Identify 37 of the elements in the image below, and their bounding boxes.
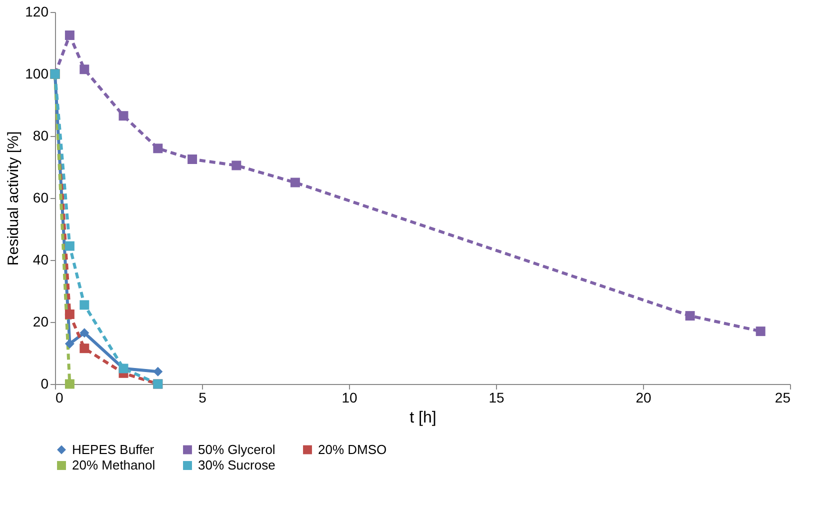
point [153,144,163,154]
y-tick-label: 0 [40,376,49,392]
legend-label: 20% DMSO [318,442,387,457]
x-axis-title: t [h] [410,410,436,426]
point [64,338,74,348]
x-tick-label: 25 [774,390,791,406]
point [80,328,90,338]
x-tick-label: 0 [56,390,64,406]
point [64,241,74,251]
legend-label: 20% Methanol [72,458,156,472]
point [153,366,163,376]
y-tick-label: 60 [32,190,49,206]
y-tick-label: 20 [32,314,49,330]
y-tick-label: 100 [25,66,49,82]
x-tick-label: 20 [636,390,652,406]
y-tick-label: 120 [25,4,49,20]
point [188,154,198,164]
x-tick-label: 5 [198,390,207,406]
point [80,64,90,74]
legend-label: 30% Sucrose [198,458,276,472]
point [232,160,242,170]
point [80,300,90,310]
x-tick-label: 15 [488,390,504,406]
y-tick-label: 80 [32,128,49,144]
point [756,326,766,336]
y-axis-title: Residual activity [%] [5,131,22,266]
legend-label: 50% Glycerol [198,442,276,457]
point [64,30,74,40]
point [64,310,74,319]
x-tick-label: 10 [342,390,358,406]
legend-label: HEPES Buffer [72,442,155,457]
y-tick-label: 40 [32,252,49,268]
point [290,178,300,188]
point [80,344,90,354]
point [118,111,128,121]
point [685,311,695,321]
point [64,379,74,389]
